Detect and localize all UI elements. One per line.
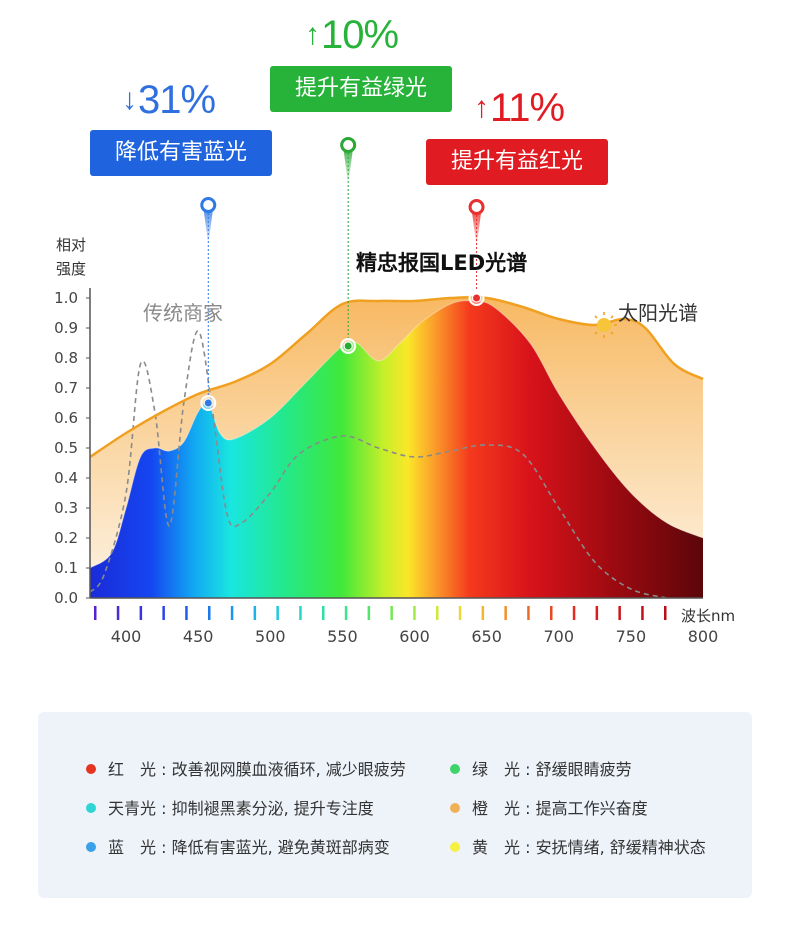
peak-marker-dot — [343, 341, 353, 351]
wavelength-color-tick — [436, 606, 439, 620]
legend-text: 橙 光 : 提高工作兴奋度 — [472, 799, 648, 818]
red-dot-icon — [86, 764, 96, 774]
x-tick-label: 700 — [543, 627, 574, 646]
wavelength-color-tick — [367, 606, 371, 620]
wavelength-color-tick — [208, 606, 211, 620]
wavelength-color-tick — [94, 606, 97, 620]
y-tick-label: 0.1 — [54, 559, 78, 577]
location-pin-icon — [468, 199, 485, 215]
pin-tail — [471, 209, 482, 247]
y-tick-label: 0.5 — [54, 439, 78, 457]
legend-panel: 红 光 : 改善视网膜血液循环, 减少眼疲劳 绿 光 : 舒缓眼睛疲劳 天青光 … — [38, 712, 752, 898]
led-spectrum-area — [90, 300, 703, 598]
blue-dot-icon — [86, 842, 96, 852]
y-tick-label: 0.7 — [54, 379, 78, 397]
red-callout-label: 提升有益红光 — [426, 139, 608, 185]
x-tick-label: 550 — [327, 627, 358, 646]
wavelength-color-tick — [253, 606, 257, 620]
wavelength-color-tick — [504, 606, 507, 620]
legend-text: 红 光 : 改善视网膜血液循环, 减少眼疲劳 — [108, 760, 406, 779]
green-percent-value: 10% — [321, 13, 399, 57]
y-axis-label-line1: 相对 — [56, 236, 86, 254]
location-pin-icon — [200, 197, 217, 213]
series-label-sun: 太阳光谱 — [618, 301, 698, 325]
legend-text: 天青光 : 抑制褪黑素分泌, 提升专注度 — [108, 799, 374, 818]
y-tick-label: 0.4 — [54, 469, 78, 487]
wavelength-color-tick — [618, 606, 621, 620]
green-callout-label: 提升有益绿光 — [270, 66, 452, 112]
x-axis-label: 波长nm — [681, 607, 735, 625]
red-percent-value: 11% — [490, 86, 565, 130]
wavelength-color-tick — [641, 606, 644, 620]
y-tick-label: 0.6 — [54, 409, 78, 427]
x-tick-label: 450 — [183, 627, 214, 646]
peak-marker-dot — [472, 293, 482, 303]
wavelength-color-tick — [322, 606, 325, 620]
red-percent: ↑11% — [474, 86, 565, 131]
legend-item-green: 绿 光 : 舒缓眼睛疲劳 — [450, 756, 632, 780]
legend-item-orange: 橙 光 : 提高工作兴奋度 — [450, 795, 648, 819]
blue-callout-label: 降低有害蓝光 — [90, 130, 272, 176]
green-percent: ↑10% — [305, 13, 399, 58]
orange-dot-icon — [450, 803, 460, 813]
wavelength-color-tick — [595, 606, 599, 620]
wavelength-color-tick — [413, 606, 416, 620]
legend-text: 绿 光 : 舒缓眼睛疲劳 — [472, 760, 632, 779]
wavelength-color-tick — [550, 606, 553, 620]
up-arrow-icon: ↑ — [305, 18, 320, 51]
wavelength-color-tick — [344, 606, 348, 620]
legend-item-blue: 蓝 光 : 降低有害蓝光, 避免黄斑部病变 — [86, 834, 390, 858]
wavelength-color-tick — [276, 606, 279, 620]
wavelength-color-tick — [527, 606, 530, 620]
pin-tail — [203, 207, 214, 245]
x-tick-label: 800 — [688, 627, 719, 646]
legend-text: 黄 光 : 安抚情绪, 舒缓精神状态 — [472, 838, 706, 857]
wavelength-color-tick — [162, 606, 165, 620]
x-tick-label: 400 — [111, 627, 142, 646]
location-pin-icon — [340, 137, 357, 153]
wavelength-color-tick — [481, 606, 485, 620]
y-axis-label-line2: 强度 — [56, 260, 86, 278]
peak-marker-dot — [203, 398, 213, 408]
y-tick-label: 0.3 — [54, 499, 78, 517]
y-tick-label: 0.8 — [54, 349, 78, 367]
wavelength-color-tick — [185, 606, 188, 620]
wavelength-color-tick — [572, 606, 576, 620]
wavelength-color-tick — [458, 606, 462, 620]
y-tick-label: 0.2 — [54, 529, 78, 547]
series-label-traditional: 传统商家 — [143, 301, 223, 325]
green-dot-icon — [450, 764, 460, 774]
blue-percent-value: 31% — [138, 78, 216, 122]
led-spectrum-edge — [89, 300, 704, 569]
y-tick-label: 0.9 — [54, 319, 78, 337]
wavelength-color-tick — [299, 606, 302, 620]
wavelength-color-tick — [390, 606, 393, 620]
wavelength-color-tick — [116, 606, 120, 620]
wavelength-color-tick — [139, 606, 143, 620]
down-arrow-icon: ↓ — [122, 83, 137, 116]
x-tick-label: 650 — [471, 627, 502, 646]
y-tick-label: 0.0 — [54, 589, 78, 607]
pin-tail — [343, 147, 354, 185]
legend-item-cyan: 天青光 : 抑制褪黑素分泌, 提升专注度 — [86, 795, 374, 819]
legend-item-red: 红 光 : 改善视网膜血液循环, 减少眼疲劳 — [86, 756, 406, 780]
yellow-dot-icon — [450, 842, 460, 852]
wavelength-color-tick — [230, 606, 234, 620]
sun-spectrum-line — [89, 295, 704, 459]
cyan-dot-icon — [86, 803, 96, 813]
traditional-spectrum-line — [89, 330, 668, 599]
chart-title: 精忠报国LED光谱 — [356, 251, 527, 275]
x-tick-label: 600 — [399, 627, 430, 646]
x-tick-label: 500 — [255, 627, 286, 646]
sun-icon — [591, 312, 617, 338]
x-tick-label: 750 — [616, 627, 647, 646]
legend-item-yellow: 黄 光 : 安抚情绪, 舒缓精神状态 — [450, 834, 706, 858]
wavelength-color-tick — [664, 606, 667, 620]
spectrum-chart: 1.0 0.9 0.8 0.7 0.6 0.5 0.4 0.3 0.2 0.1 0.0 400 450… — [54, 137, 735, 646]
y-tick-label: 1.0 — [54, 289, 78, 307]
legend-text: 蓝 光 : 降低有害蓝光, 避免黄斑部病变 — [108, 838, 390, 857]
up-arrow-icon: ↑ — [474, 91, 489, 124]
blue-percent: ↓31% — [122, 78, 216, 123]
